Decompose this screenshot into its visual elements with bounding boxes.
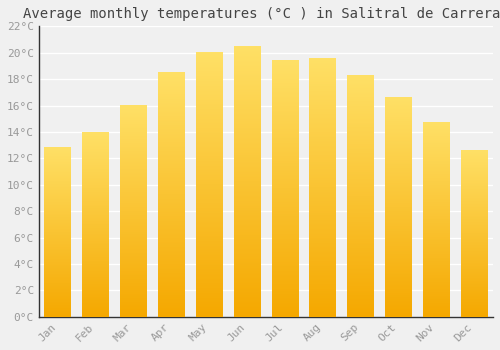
Title: Average monthly temperatures (°C ) in Salitral de Carreras: Average monthly temperatures (°C ) in Sa… (23, 7, 500, 21)
